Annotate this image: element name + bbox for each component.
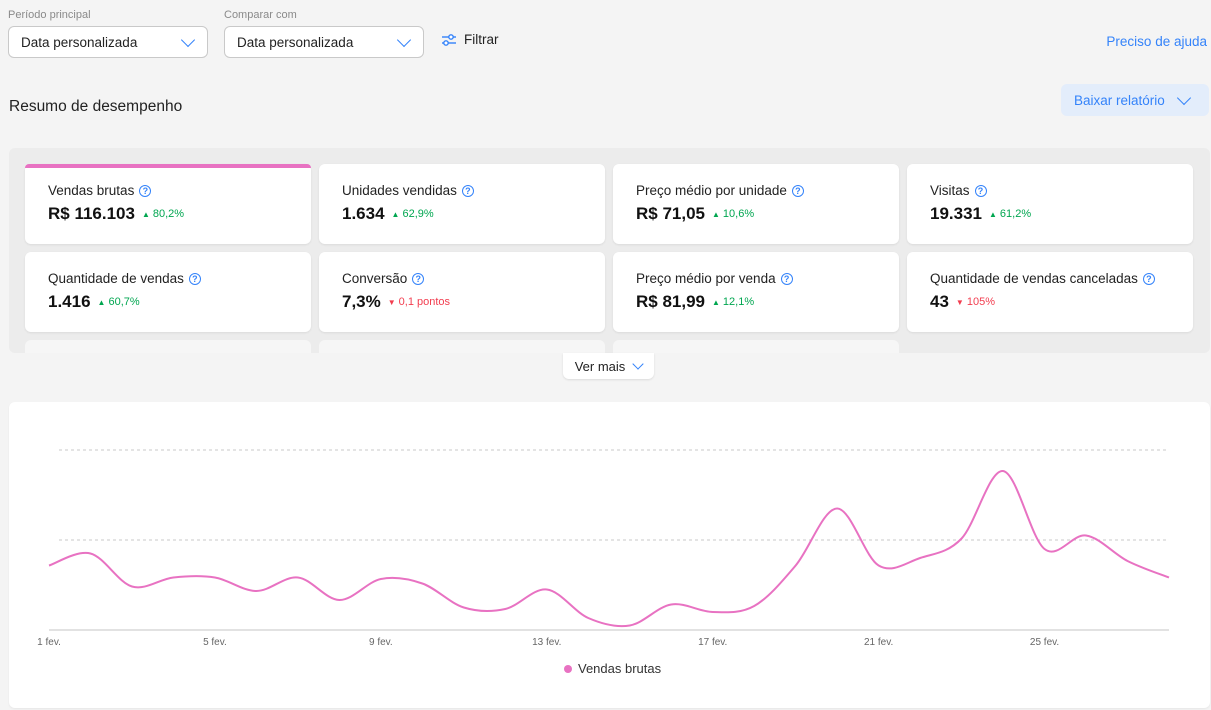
x-tick-label: 17 fev. xyxy=(698,637,727,648)
metric-title: Vendas brutas xyxy=(48,183,135,198)
help-icon[interactable]: ? xyxy=(412,272,425,285)
metric-title: Quantidade de vendas xyxy=(48,271,184,286)
see-more-label: Ver mais xyxy=(574,358,626,374)
triangle-up-icon: ▲ xyxy=(391,209,400,219)
metric-delta-value: 105% xyxy=(966,296,995,308)
main-period-value: Data personalizada xyxy=(21,34,138,50)
triangle-up-icon: ▲ xyxy=(989,209,997,219)
triangle-down-icon: ▼ xyxy=(955,297,964,307)
metric-delta: ▲ 61,2% xyxy=(989,208,1031,220)
metric-delta-value: 10,6% xyxy=(722,208,755,220)
help-icon[interactable]: ? xyxy=(791,184,804,197)
help-icon[interactable]: ? xyxy=(188,272,201,285)
metric-value: R$ 116.103 xyxy=(48,204,135,223)
metric-delta: ▼ 0,1 pontos xyxy=(388,296,450,308)
metric-card-gross-sales[interactable]: Vendas brutas? R$ 116.103 ▲ 80,2% xyxy=(25,164,311,244)
metric-card-avg-price-sale[interactable]: Preço médio por venda? R$ 81,99 ▲ 12,1% xyxy=(613,252,899,332)
metric-value: 7,3% xyxy=(342,292,381,311)
metric-title: Preço médio por unidade xyxy=(636,183,787,198)
triangle-up-icon: ▲ xyxy=(712,297,720,307)
metric-delta-value: 62,9% xyxy=(402,208,434,220)
x-tick-label: 25 fev. xyxy=(1030,637,1059,648)
metric-delta-value: 60,7% xyxy=(108,296,140,308)
see-more-button[interactable]: Ver mais xyxy=(563,353,654,379)
metric-value: 1.416 xyxy=(48,292,91,311)
filter-button[interactable]: Filtrar xyxy=(441,32,499,47)
metric-card-cancelled-sales[interactable]: Quantidade de vendas canceladas? 43 ▼ 105% xyxy=(907,252,1193,332)
download-report-label: Baixar relatório xyxy=(1074,92,1165,108)
metric-title: Visitas xyxy=(930,183,970,198)
sales-chart: 1 fev. 5 fev. 9 fev. 13 fev. 17 fev. 21 fev. 2… xyxy=(9,402,1210,708)
metric-value: 1.634 xyxy=(342,204,385,223)
compare-value: Data personalizada xyxy=(237,34,354,50)
chevron-down-icon xyxy=(632,358,644,370)
metric-delta: ▲ 60,7% xyxy=(98,296,140,308)
metric-card-placeholder xyxy=(319,340,605,353)
legend-label: Vendas brutas xyxy=(578,661,662,676)
main-period-select[interactable]: Data personalizada xyxy=(8,26,208,58)
chevron-down-icon xyxy=(180,32,196,47)
help-icon[interactable]: ? xyxy=(974,184,987,197)
filter-label: Filtrar xyxy=(464,32,499,47)
metric-delta: ▲ 10,6% xyxy=(712,208,754,220)
metric-delta: ▼ 105% xyxy=(956,296,995,308)
metric-delta-value: 61,2% xyxy=(999,208,1032,220)
sliders-icon xyxy=(442,33,456,46)
x-tick-label: 5 fev. xyxy=(203,637,227,648)
help-icon[interactable]: ? xyxy=(139,184,152,197)
line-chart: 1 fev. 5 fev. 9 fev. 13 fev. 17 fev. 21 fev. 2… xyxy=(37,449,1170,648)
metric-card-conversion[interactable]: Conversão? 7,3% ▼ 0,1 pontos xyxy=(319,252,605,332)
main-period-label: Período principal xyxy=(8,9,91,21)
metric-delta-value: 80,2% xyxy=(152,208,185,220)
metric-title: Conversão xyxy=(342,271,408,286)
metrics-panel: Vendas brutas? R$ 116.103 ▲ 80,2% Unidades… xyxy=(9,148,1210,353)
metric-card-visits[interactable]: Visitas? 19.331 ▲ 61,2% xyxy=(907,164,1193,244)
metric-title: Preço médio por venda xyxy=(636,271,776,286)
metric-delta-value: 0,1 pontos xyxy=(398,296,451,308)
x-tick-label: 21 fev. xyxy=(864,637,893,648)
series-line-vendas-brutas xyxy=(48,470,1170,628)
metric-value: R$ 71,05 xyxy=(636,204,705,223)
triangle-down-icon: ▼ xyxy=(387,297,396,307)
help-icon[interactable]: ? xyxy=(461,184,474,197)
triangle-up-icon: ▲ xyxy=(712,209,720,219)
metric-card-placeholder xyxy=(613,340,899,353)
download-report-button[interactable]: Baixar relatório xyxy=(1061,84,1209,116)
chevron-down-icon xyxy=(1176,90,1192,105)
metric-delta: ▲ 12,1% xyxy=(712,296,754,308)
x-tick-label: 13 fev. xyxy=(532,637,561,648)
metric-title: Quantidade de vendas canceladas xyxy=(930,271,1138,286)
legend-dot-icon xyxy=(564,664,572,673)
metric-card-avg-price-unit[interactable]: Preço médio por unidade? R$ 71,05 ▲ 10,6% xyxy=(613,164,899,244)
chart-legend[interactable]: Vendas brutas xyxy=(564,661,661,676)
section-title: Resumo de desempenho xyxy=(9,98,183,115)
compare-label: Comparar com xyxy=(224,9,297,21)
triangle-up-icon: ▲ xyxy=(97,297,106,307)
x-tick-label: 1 fev. xyxy=(37,637,61,648)
triangle-up-icon: ▲ xyxy=(141,209,150,219)
metric-value: R$ 81,99 xyxy=(636,292,705,311)
help-icon[interactable]: ? xyxy=(1142,272,1155,285)
metric-delta-value: 12,1% xyxy=(722,296,755,308)
metric-value: 19.331 xyxy=(930,204,982,223)
chevron-down-icon xyxy=(396,32,412,47)
metric-value: 43 xyxy=(930,292,949,311)
metric-delta: ▲ 62,9% xyxy=(392,208,434,220)
compare-select[interactable]: Data personalizada xyxy=(224,26,424,58)
help-link[interactable]: Preciso de ajuda xyxy=(1106,34,1207,49)
metric-card-units-sold[interactable]: Unidades vendidas? 1.634 ▲ 62,9% xyxy=(319,164,605,244)
metric-card-placeholder xyxy=(25,340,311,353)
metric-title: Unidades vendidas xyxy=(342,183,457,198)
metric-delta: ▲ 80,2% xyxy=(142,208,184,220)
x-tick-label: 9 fev. xyxy=(369,637,393,648)
metric-card-sales-count[interactable]: Quantidade de vendas? 1.416 ▲ 60,7% xyxy=(25,252,311,332)
help-icon[interactable]: ? xyxy=(780,272,793,285)
